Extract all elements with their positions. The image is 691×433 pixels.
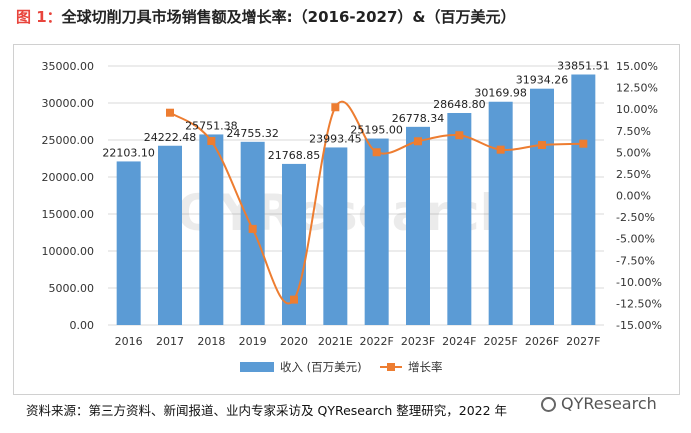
x-axis-tick-label: 2025F bbox=[484, 335, 518, 348]
left-axis-tick-label: 15000.00 bbox=[42, 208, 95, 221]
bar-value-label: 24755.32 bbox=[226, 127, 279, 140]
bar bbox=[364, 138, 389, 325]
legend: 收入 (百万美元) 增长率 bbox=[240, 360, 443, 374]
bar-value-label: 24222.48 bbox=[144, 131, 197, 144]
growth-marker bbox=[414, 137, 422, 146]
bar bbox=[323, 147, 348, 325]
right-axis-tick-label: -7.50% bbox=[616, 254, 655, 267]
growth-marker bbox=[372, 148, 381, 157]
bar bbox=[406, 126, 430, 325]
right-axis-tick-label: -5.00% bbox=[616, 233, 655, 246]
x-axis-tick-label: 2020 bbox=[280, 335, 308, 348]
left-axis-ticks: 0.00 5000.00 10000.00 15000.00 20000.00 25000… bbox=[42, 60, 95, 332]
bar-value-label: 30169.98 bbox=[474, 87, 527, 100]
bar bbox=[199, 134, 224, 325]
brand-logo-icon bbox=[541, 397, 556, 412]
right-axis-tick-label: 0.00% bbox=[616, 190, 651, 203]
left-axis-tick-label: 30000.00 bbox=[42, 97, 95, 110]
bar-value-label: 25195.00 bbox=[350, 124, 403, 137]
growth-marker bbox=[538, 140, 546, 149]
figure-label: 图 1： bbox=[16, 8, 62, 26]
right-axis-tick-label: 7.50% bbox=[616, 125, 651, 138]
chart-title: 图 1：全球切削刀具市场销售额及增长率:（2016-2027）&（百万美元） bbox=[16, 6, 515, 27]
right-axis-tick-label: 5.00% bbox=[616, 146, 651, 159]
x-axis-tick-label: 2023F bbox=[401, 335, 435, 348]
x-axis-tick-label: 2017 bbox=[156, 335, 184, 348]
growth-marker bbox=[248, 224, 257, 233]
legend-swatch-marker bbox=[387, 363, 395, 371]
bar-value-label: 31934.26 bbox=[516, 74, 569, 87]
bar-value-label: 33851.51 bbox=[557, 59, 610, 72]
growth-line-series bbox=[166, 100, 588, 305]
source-note: 资料来源：第三方资料、新闻报道、业内专家采访及 QYResearch 整理研究，… bbox=[26, 403, 508, 418]
left-axis-tick-label: 5000.00 bbox=[49, 282, 95, 295]
growth-marker bbox=[207, 137, 216, 146]
brand-logo: QYResearch bbox=[541, 394, 657, 413]
bar-value-label: 26778.34 bbox=[392, 112, 445, 125]
growth-marker bbox=[579, 139, 588, 148]
x-axis-tick-label: 2022F bbox=[360, 335, 394, 348]
x-axis-tick-label: 2026F bbox=[525, 335, 559, 348]
legend-label: 收入 (百万美元) bbox=[280, 360, 362, 374]
x-axis-tick-label: 2016 bbox=[115, 335, 143, 348]
bar-value-label: 23993.45 bbox=[309, 132, 362, 145]
right-axis-tick-label: 12.50% bbox=[616, 82, 658, 95]
right-axis-ticks: -15.00% -12.50% -10.00% -7.50% -5.00% -2.50% 0… bbox=[616, 60, 662, 332]
bar bbox=[240, 141, 265, 325]
growth-marker bbox=[331, 103, 340, 112]
x-axis-tick-label: 2027F bbox=[566, 335, 600, 348]
bar bbox=[530, 88, 554, 325]
growth-marker bbox=[496, 145, 505, 154]
bar-series bbox=[116, 74, 596, 326]
bar bbox=[488, 101, 513, 325]
bar bbox=[158, 145, 182, 325]
left-axis-tick-label: 20000.00 bbox=[42, 171, 95, 184]
gridlines bbox=[108, 65, 604, 326]
right-axis-tick-label: -2.50% bbox=[616, 211, 655, 224]
growth-marker bbox=[455, 131, 464, 140]
bar bbox=[116, 161, 141, 325]
right-axis-tick-label: -12.50% bbox=[616, 297, 662, 310]
right-axis-tick-label: 10.00% bbox=[616, 103, 658, 116]
brand-logo-text: QYResearch bbox=[561, 394, 657, 413]
left-axis-tick-label: 25000.00 bbox=[42, 134, 95, 147]
bar-value-label: 28648.80 bbox=[433, 98, 486, 111]
bar-value-label: 21768.85 bbox=[268, 149, 321, 162]
x-axis-tick-label: 2024F bbox=[442, 335, 476, 348]
legend-swatch-bar bbox=[240, 362, 274, 372]
right-axis-tick-label: -10.00% bbox=[616, 276, 662, 289]
right-axis-tick-label: 2.50% bbox=[616, 168, 651, 181]
bar bbox=[447, 112, 472, 326]
left-axis-tick-label: 10000.00 bbox=[42, 245, 95, 258]
bar bbox=[571, 74, 596, 325]
left-axis-tick-label: 35000.00 bbox=[42, 60, 95, 73]
x-axis-tick-label: 2019 bbox=[239, 335, 267, 348]
legend-label: 增长率 bbox=[408, 360, 443, 374]
bar-value-label: 25751.38 bbox=[185, 119, 238, 132]
x-axis-tick-label: 2021E bbox=[318, 335, 353, 348]
title-text: 全球切削刀具市场销售额及增长率:（2016-2027）&（百万美元） bbox=[61, 8, 516, 26]
right-axis-tick-label: -15.00% bbox=[616, 319, 662, 332]
chart-frame bbox=[13, 44, 680, 395]
growth-marker bbox=[290, 295, 298, 304]
x-axis-ticks: 2016 2017 2018 2019 2020 2021E 2022F 2023F 2024F… bbox=[115, 335, 601, 348]
growth-marker bbox=[166, 108, 174, 117]
right-axis-tick-label: 15.00% bbox=[616, 60, 658, 73]
bar-value-label: 22103.10 bbox=[102, 146, 155, 159]
x-axis-tick-label: 2018 bbox=[197, 335, 225, 348]
left-axis-tick-label: 0.00 bbox=[70, 319, 95, 332]
